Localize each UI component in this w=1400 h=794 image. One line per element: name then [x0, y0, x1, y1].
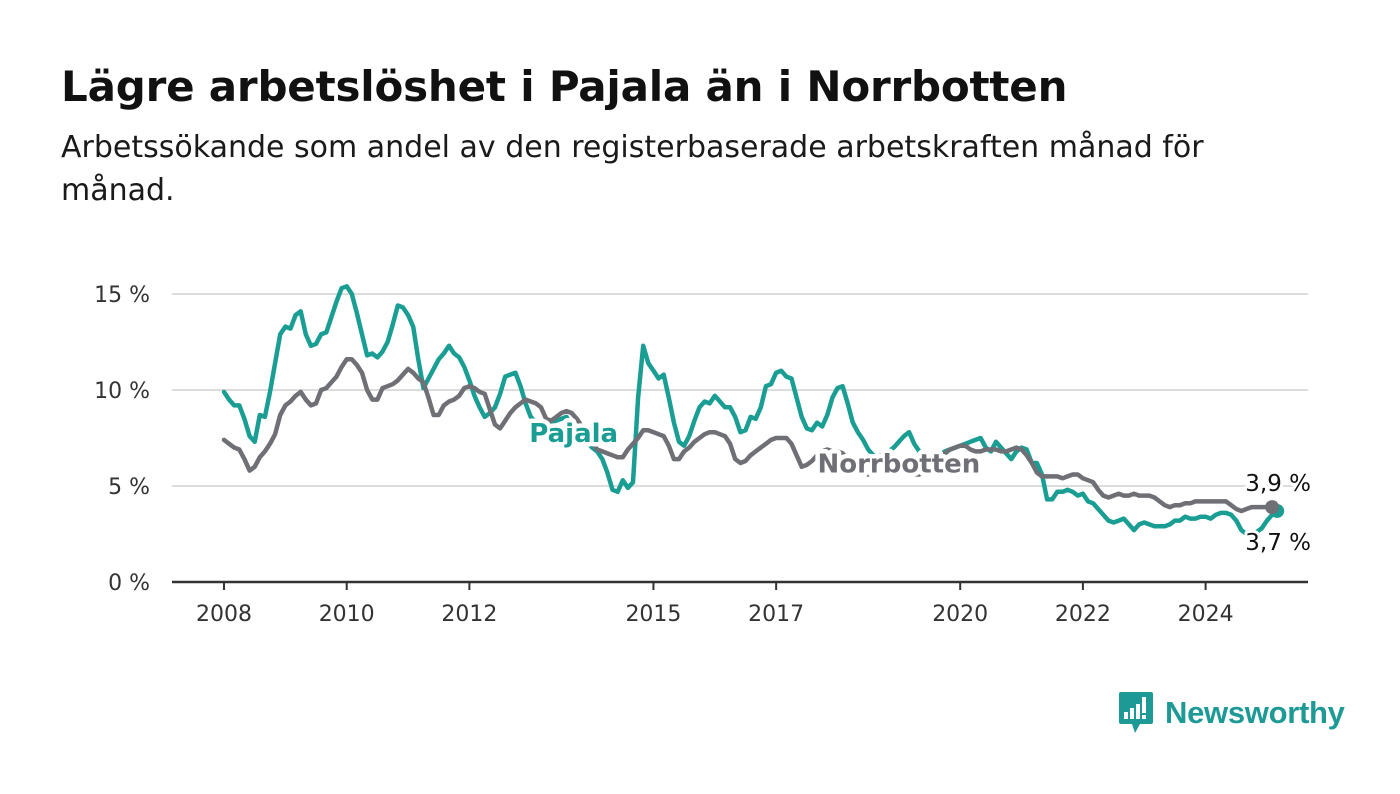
series-label-halo: Norrbotten [817, 450, 980, 480]
series-label-pajala: Pajala [529, 419, 618, 449]
brand-name: Newsworthy [1165, 695, 1345, 730]
series-line-norrbotten [221, 357, 1275, 514]
chart-subtitle: Arbetssökande som andel av den registerb… [61, 130, 1204, 208]
chart-title: Lägre arbetslöshet i Pajala än i Norrbot… [61, 62, 1068, 111]
x-tick-label: 2022 [1055, 602, 1111, 627]
y-tick-label: 10 % [94, 379, 150, 404]
series-label-norrbotten: Norrbotten [817, 450, 980, 480]
series-end-dot [1265, 500, 1280, 515]
series-label-halo: Pajala [529, 419, 618, 449]
x-tick-label: 2008 [196, 602, 252, 627]
y-tick-label: 5 % [108, 475, 150, 500]
end-value-label-norrbotten: 3,9 % [1245, 471, 1311, 497]
axis-layer: 0 % 5 % 10 % 15 % 2008 2010 2012 2015 2017 2020 20… [94, 283, 1308, 627]
series-layer [221, 284, 1285, 539]
end-label-halo: 3,7 % [1245, 530, 1311, 556]
end-label-halo: 3,9 % [1245, 471, 1311, 497]
y-tick-label: 0 % [108, 571, 150, 596]
x-tick-label: 2015 [625, 602, 681, 627]
y-tick-label: 15 % [94, 283, 150, 308]
newsworthy-bar-chart-icon [1119, 692, 1153, 733]
series-line-pajala [221, 284, 1280, 539]
grid-layer [172, 293, 1308, 487]
end-value-label-pajala: 3,7 % [1245, 530, 1311, 556]
x-tick-label: 2010 [319, 602, 375, 627]
x-tick-label: 2017 [748, 602, 804, 627]
x-tick-label: 2024 [1178, 602, 1234, 627]
newsworthy-logo: Newsworthy [1118, 690, 1345, 736]
x-tick-label: 2012 [441, 602, 497, 627]
x-tick-label: 2020 [932, 602, 988, 627]
